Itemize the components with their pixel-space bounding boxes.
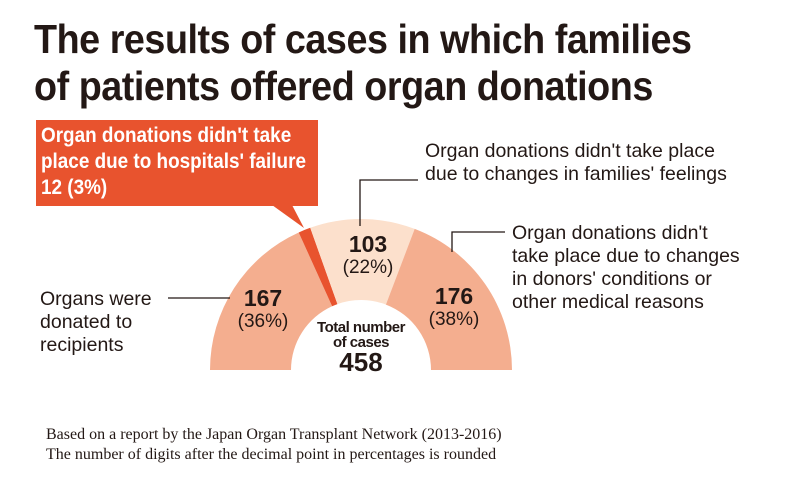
note-line: The number of digits after the decimal p… <box>46 446 497 463</box>
data-label-percent: (38%) <box>428 309 480 330</box>
chart-title: The results of cases in which families o… <box>34 16 692 110</box>
label-line: Organ donations didn't take place <box>425 140 715 162</box>
data-label-percent: (36%) <box>237 311 289 332</box>
title-line: of patients offered organ donations <box>34 63 653 109</box>
label-line: recipients <box>40 334 124 356</box>
label-line: take place due to changes <box>512 245 740 267</box>
data-label-value: 103 <box>348 231 388 257</box>
slice-donated-values: 167 (36%) <box>228 286 298 333</box>
title-line: The results of cases in which families <box>34 16 692 62</box>
center-total: Total number of cases 458 <box>301 319 421 377</box>
callout-line: Organ donations didn't take <box>41 124 292 147</box>
slice-families-feelings <box>310 218 415 305</box>
center-label: of cases <box>332 334 390 351</box>
source-note: Based on a report by the Japan Organ Tra… <box>46 425 502 465</box>
callout-line: place due to hospitals' failure <box>41 150 306 173</box>
slice-medical-reasons <box>385 228 512 370</box>
slice-families-values: 103 (22%) <box>333 232 403 279</box>
label-line: Organ donations didn't <box>512 222 708 244</box>
slice-medical-values: 176 (38%) <box>419 284 489 331</box>
leader-line-medical <box>451 231 505 252</box>
center-label: Total number <box>317 319 405 336</box>
leader-line-families <box>359 179 418 226</box>
callout-hospital-failure: Organ donations didn't take place due to… <box>36 120 318 206</box>
slice-hospital-failure <box>298 227 338 307</box>
label-line: other medical reasons <box>512 291 704 313</box>
note-line: Based on a report by the Japan Organ Tra… <box>46 426 502 443</box>
label-line: due to changes in families' feelings <box>425 163 727 185</box>
label-families-feelings: Organ donations didn't take place due to… <box>425 140 727 186</box>
callout-pointer <box>272 205 304 228</box>
label-line: donated to <box>40 311 133 333</box>
data-label-percent: (22%) <box>342 257 394 278</box>
total-value: 458 <box>339 347 383 377</box>
data-label-value: 176 <box>434 283 474 309</box>
callout-line: 12 (3%) <box>41 176 108 199</box>
label-medical-reasons: Organ donations didn't take place due to… <box>512 222 740 314</box>
data-label-value: 167 <box>243 285 283 311</box>
label-line: in donors' conditions or <box>512 268 712 290</box>
slice-donated <box>210 232 333 370</box>
label-line: Organs were <box>40 288 152 310</box>
label-donated: Organs were donated to recipients <box>40 288 152 357</box>
